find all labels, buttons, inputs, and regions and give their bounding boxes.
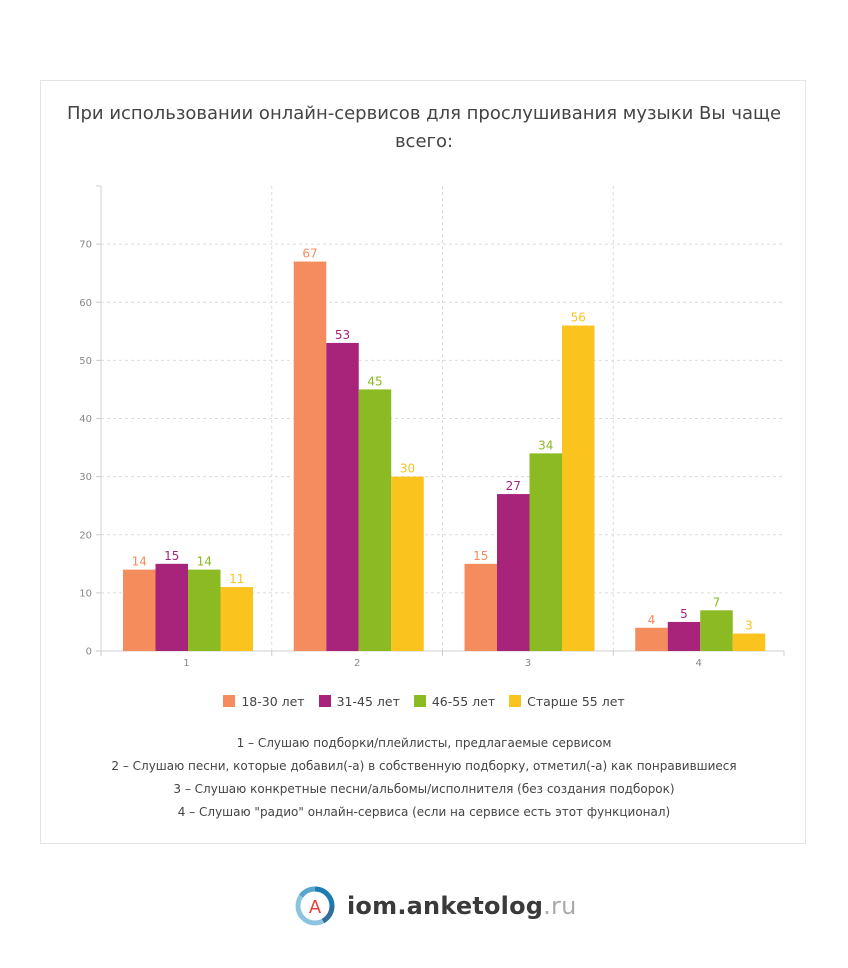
bar-value-label: 15: [164, 549, 179, 563]
legend: 18-30 лет 31-45 лет 46-55 лет Старше 55 лет: [0, 694, 848, 709]
note-2: 2 – Слушаю песни, которые добавил(-а) в …: [111, 759, 737, 773]
bar: [562, 325, 595, 651]
bar: [391, 476, 424, 651]
bar-value-label: 45: [367, 374, 382, 388]
bar-value-label: 5: [680, 607, 688, 621]
bar-value-label: 53: [335, 328, 350, 342]
bar: [123, 569, 156, 651]
bar-value-label: 56: [571, 311, 586, 325]
logo-text: iom.anketolog.ru: [347, 892, 576, 920]
bar-value-label: 14: [132, 555, 147, 569]
note-4: 4 – Слушаю "радио" онлайн-сервиса (если …: [177, 805, 671, 819]
legend-label: Старше 55 лет: [527, 694, 625, 709]
bar: [326, 342, 359, 651]
logo-name: iom.anketolog: [347, 892, 544, 920]
y-tick-label: 0: [86, 647, 92, 658]
y-tick-label: 50: [79, 356, 92, 367]
y-tick-label: 30: [79, 472, 92, 483]
y-tick-label: 10: [79, 588, 92, 599]
legend-swatch: [223, 695, 236, 707]
legend-item[interactable]: 46-55 лет: [413, 694, 496, 709]
anketolog-logo[interactable]: A iom.anketolog.ru: [293, 884, 576, 928]
bar-value-label: 4: [648, 613, 656, 627]
y-tick-label: 70: [79, 240, 92, 251]
chart-card: [40, 80, 806, 844]
logo-icon: A: [295, 886, 335, 926]
legend-label: 31-45 лет: [336, 694, 400, 709]
category-notes: 1 – Слушаю подборки/плейлисты, предлагае…: [0, 735, 848, 827]
bar-value-label: 7: [713, 595, 721, 609]
bar: [220, 587, 253, 651]
bar: [188, 569, 221, 651]
bar-value-label: 15: [473, 549, 488, 563]
bar-value-label: 27: [506, 479, 521, 493]
bars: [123, 261, 766, 651]
bar: [635, 627, 668, 651]
bar-value-label: 67: [302, 247, 317, 261]
y-tick-label: 40: [79, 414, 92, 425]
legend-swatch: [318, 695, 331, 707]
note-3: 3 – Слушаю конкретные песни/альбомы/испо…: [173, 782, 675, 796]
logo-tld: .ru: [543, 892, 577, 920]
legend-item[interactable]: 18-30 лет: [223, 694, 305, 709]
bar: [667, 621, 701, 651]
x-tick-label: 2: [354, 658, 360, 669]
x-tick-label: 1: [183, 658, 189, 669]
bar: [497, 494, 530, 651]
bar: [358, 389, 392, 651]
bar: [293, 261, 327, 651]
legend-swatch: [509, 695, 522, 707]
bar-value-label: 3: [745, 619, 753, 633]
bar-value-label: 11: [229, 572, 244, 586]
legend-label: 18-30 лет: [241, 694, 305, 709]
bar: [155, 563, 188, 651]
y-tick-label: 60: [79, 298, 92, 309]
legend-item[interactable]: 31-45 лет: [318, 694, 400, 709]
bar: [464, 563, 497, 651]
note-1: 1 – Слушаю подборки/плейлисты, предлагае…: [236, 736, 612, 750]
x-tick-label: 3: [525, 658, 531, 669]
bar: [700, 610, 733, 651]
x-tick-label: 4: [695, 658, 701, 669]
bar: [732, 633, 766, 651]
legend-item[interactable]: Старше 55 лет: [509, 694, 625, 709]
legend-label: 46-55 лет: [431, 694, 496, 709]
legend-swatch: [413, 695, 426, 707]
bar-value-label: 30: [400, 462, 415, 476]
y-tick-label: 20: [79, 530, 92, 541]
bar-value-label: 14: [197, 555, 212, 569]
logo-letter: A: [309, 897, 322, 918]
bar: [529, 453, 562, 651]
chart-title: При использовании онлайн-сервисов для пр…: [66, 103, 782, 152]
bar-value-label: 34: [538, 438, 553, 452]
